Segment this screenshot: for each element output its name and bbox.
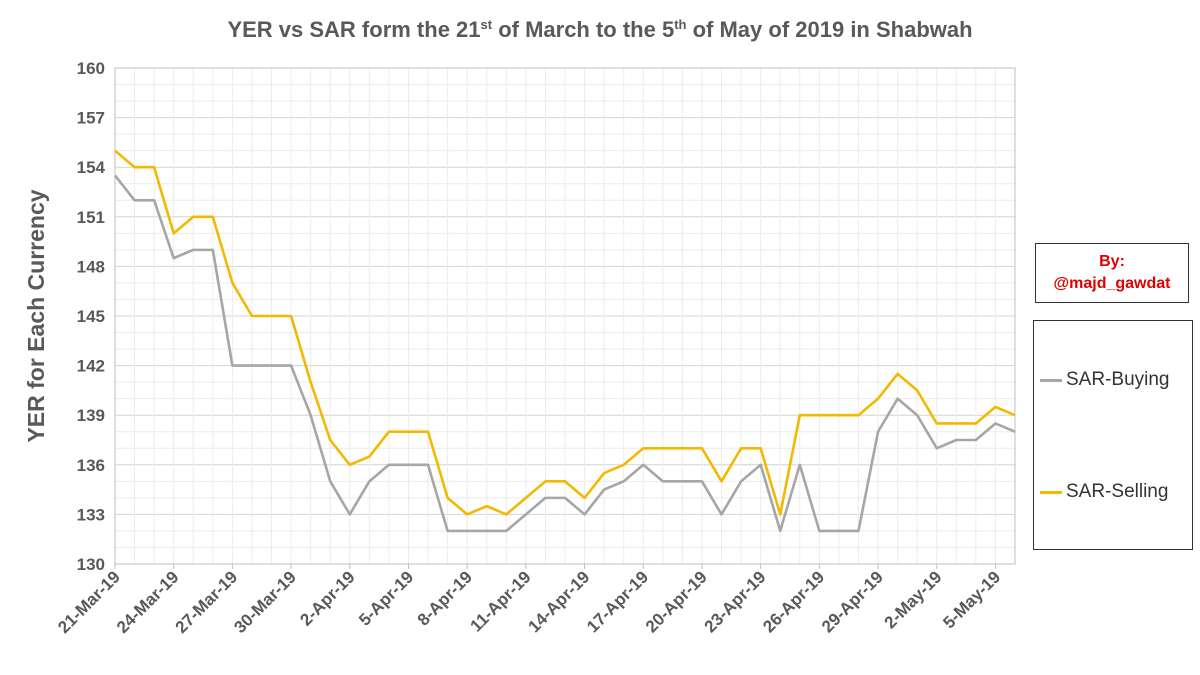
- legend: SAR-Buying SAR-Selling: [1033, 320, 1193, 550]
- x-tick-label: 23-Apr-19: [701, 567, 770, 636]
- series: [113, 149, 1016, 533]
- y-tick-label: 148: [77, 257, 105, 276]
- y-tick-label: 142: [77, 357, 105, 376]
- x-axis: 21-Mar-1924-Mar-1927-Mar-1930-Mar-192-Ap…: [54, 564, 1004, 637]
- y-tick-label: 154: [77, 158, 106, 177]
- y-tick-label: 157: [77, 109, 105, 128]
- y-axis-label: YER for Each Currency: [23, 189, 49, 442]
- x-tick-label: 11-Apr-19: [466, 567, 534, 635]
- legend-swatch-sar-selling: [1040, 490, 1062, 494]
- legend-item-sar-buying: SAR-Buying: [1040, 369, 1170, 391]
- x-tick-label: 17-Apr-19: [583, 567, 652, 636]
- series-line-sar-buying: [113, 174, 1016, 533]
- x-tick-label: 2-May-19: [881, 567, 946, 632]
- y-axis: 130 133 136 139 142 145 148 151 154 157 160: [77, 59, 106, 574]
- x-tick-label: 21-Mar-19: [54, 567, 124, 637]
- x-tick-label: 5-May-19: [939, 567, 1004, 632]
- legend-swatch-sar-buying: [1040, 378, 1062, 382]
- x-tick-label: 8-Apr-19: [414, 567, 476, 629]
- credit-line-1: By:: [1099, 253, 1125, 270]
- y-tick-label: 139: [77, 406, 105, 425]
- y-tick-label: 160: [77, 59, 105, 78]
- plot-border: [114, 67, 1016, 565]
- x-tick-label: 26-Apr-19: [759, 567, 828, 636]
- grid: [114, 67, 1016, 565]
- chart-title: YER vs SAR form the 21st of March to the…: [227, 17, 972, 42]
- series-line-sar-selling: [114, 149, 1016, 516]
- legend-label-sar-selling: SAR-Selling: [1066, 481, 1169, 502]
- x-tick-label: 2-Apr-19: [296, 567, 358, 629]
- x-tick-label: 27-Mar-19: [172, 567, 242, 637]
- credit-box: By: @majd_gawdat: [1035, 243, 1189, 303]
- x-tick-label: 29-Apr-19: [818, 567, 887, 636]
- legend-label-sar-buying: SAR-Buying: [1066, 369, 1170, 390]
- x-tick-label: 30-Mar-19: [230, 567, 300, 637]
- y-tick-label: 151: [77, 208, 105, 227]
- y-tick-label: 145: [77, 307, 105, 326]
- x-tick-label: 20-Apr-19: [642, 567, 711, 636]
- y-tick-label: 136: [77, 456, 105, 475]
- x-tick-label: 14-Apr-19: [525, 567, 594, 636]
- y-tick-label: 130: [77, 555, 105, 574]
- legend-item-sar-selling: SAR-Selling: [1040, 481, 1168, 503]
- x-tick-label: 24-Mar-19: [113, 567, 183, 637]
- credit-line-2: @majd_gawdat: [1053, 275, 1171, 292]
- y-tick-label: 133: [77, 505, 105, 524]
- x-tick-label: 5-Apr-19: [355, 567, 417, 629]
